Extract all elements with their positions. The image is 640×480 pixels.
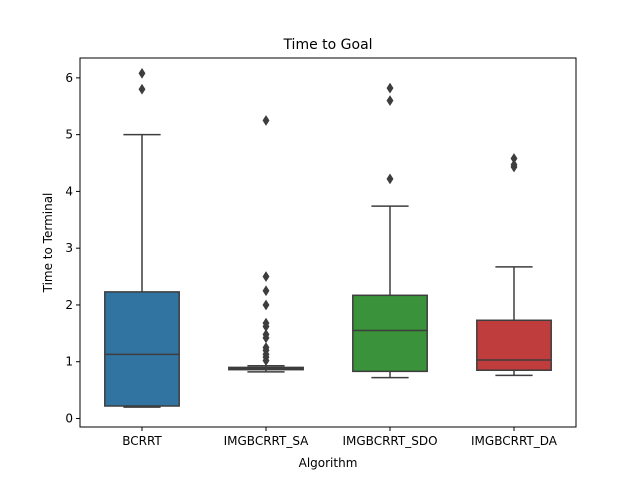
outlier-point <box>262 299 270 311</box>
y-tick-label: 6 <box>65 71 73 85</box>
box-group <box>352 82 428 379</box>
axes-frame <box>79 57 577 428</box>
box-group <box>104 67 180 408</box>
outlier-point <box>262 329 270 340</box>
outlier-point <box>386 82 394 94</box>
x-tick-label: IMGBCRRT_SA <box>224 434 310 448</box>
x-tick-label: IMGBCRRT_SDO <box>342 434 437 448</box>
outlier-point <box>510 159 518 171</box>
box <box>104 291 180 407</box>
box-group <box>228 114 304 373</box>
outlier-point <box>262 342 270 353</box>
outlier-point <box>138 67 146 79</box>
outlier-point <box>262 285 270 297</box>
y-axis-ticks: 0 1 2 3 4 5 6 <box>65 71 80 425</box>
x-axis-label: Algorithm <box>299 456 358 470</box>
x-tick-label: IMGBCRRT_DA <box>471 434 558 448</box>
y-tick-label: 5 <box>65 128 73 142</box>
chart-title: Time to Goal <box>282 37 372 53</box>
outlier-point <box>262 271 270 283</box>
y-tick-label: 3 <box>65 241 73 255</box>
outlier-point <box>138 83 146 95</box>
box <box>352 294 428 373</box>
plot-area <box>104 67 552 408</box>
y-tick-label: 0 <box>65 411 73 425</box>
outlier-point <box>262 114 270 126</box>
outlier-point <box>510 153 518 164</box>
y-tick-label: 2 <box>65 298 73 312</box>
y-tick-label: 4 <box>65 184 73 198</box>
x-tick-label: BCRRT <box>122 434 162 448</box>
outlier-point <box>386 95 394 107</box>
y-axis-label: Time to Terminal <box>41 193 55 294</box>
outlier-point <box>386 173 394 185</box>
x-axis-ticks: BCRRT IMGBCRRT_SA IMGBCRRT_SDO IMGBCRRT_DA <box>122 427 558 448</box>
box-group <box>476 153 552 377</box>
outlier-point <box>262 317 270 329</box>
box <box>476 319 552 371</box>
y-tick-label: 1 <box>65 355 73 369</box>
